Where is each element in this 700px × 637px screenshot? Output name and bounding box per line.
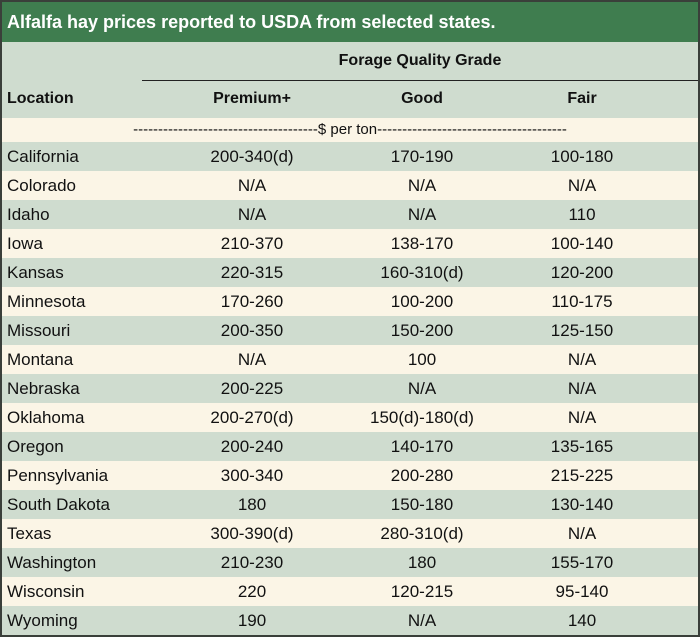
premium-price-cell: 200-225 [220,379,284,398]
table-row: Washington 210-230 180 155-170 [2,548,698,577]
fair-price-cell: N/A [567,379,597,398]
good-price-cell: N/A [407,379,437,398]
premium-price-cell: 200-240 [220,437,284,456]
fair-price-cell: 215-225 [550,466,614,485]
fair-price-cell: 100-180 [550,147,614,166]
table-row: South Dakota 180 150-180 130-140 [2,490,698,519]
premium-price-cell: 210-230 [220,553,284,572]
fair-price-cell: 100-140 [550,234,614,253]
table-row: Oklahoma 200-270(d) 150(d)-180(d) N/A [2,403,698,432]
premium-price-cell: 190 [237,611,267,630]
good-price-cell: 140-170 [390,437,454,456]
table-row: Wisconsin 220 120-215 95-140 [2,577,698,606]
fair-price-cell: 140 [567,611,597,630]
fair-price-cell: 110-175 [551,292,613,311]
location-cell: Kansas [7,263,64,282]
good-price-cell: 180 [407,553,437,572]
good-price-cell: 200-280 [390,466,454,485]
table-row: Colorado N/A N/A N/A [2,171,698,200]
table-row: Oregon 200-240 140-170 135-165 [2,432,698,461]
location-cell: Idaho [7,205,50,224]
premium-price-cell: 210-370 [220,234,284,253]
table-row: Missouri 200-350 150-200 125-150 [2,316,698,345]
fair-price-cell: 155-170 [550,553,614,572]
premium-price-cell: 300-340 [220,466,284,485]
location-cell: Minnesota [7,292,86,311]
table-row: Texas 300-390(d) 280-310(d) N/A [2,519,698,548]
table-row: Pennsylvania 300-340 200-280 215-225 [2,461,698,490]
location-cell: Pennsylvania [7,466,109,485]
premium-price-cell: 220-315 [220,263,284,282]
good-price-cell: 100-200 [390,292,454,311]
good-price-cell: N/A [407,176,437,195]
fair-price-cell: N/A [567,350,597,369]
good-price-cell: 280-310(d) [380,524,464,543]
location-cell: Missouri [7,321,71,340]
table-row: Wyoming 190 N/A 140 [2,606,698,635]
fair-price-cell: N/A [567,408,597,427]
location-cell: Oklahoma [7,408,85,427]
header-divider [142,80,698,81]
location-cell: California [7,147,79,166]
location-cell: Washington [7,553,97,572]
premium-column-header: Premium+ [213,90,291,107]
premium-price-cell: 220 [237,582,267,601]
table-row: Nebraska 200-225 N/A N/A [2,374,698,403]
premium-price-cell: 300-390(d) [210,524,294,543]
good-price-cell: 120-215 [390,582,454,601]
location-cell: Montana [7,350,74,369]
location-cell: Wyoming [7,611,78,630]
location-cell: Colorado [7,176,76,195]
fair-price-cell: 95-140 [555,582,609,601]
table-row: Idaho N/A N/A 110 [2,200,698,229]
location-cell: Texas [7,524,52,543]
fair-price-cell: N/A [567,176,597,195]
fair-price-cell: 125-150 [550,321,614,340]
premium-price-cell: 180 [237,495,267,514]
table-row: Iowa 210-370 138-170 100-140 [2,229,698,258]
good-price-cell: N/A [407,611,437,630]
table-row: Kansas 220-315 160-310(d) 120-200 [2,258,698,287]
premium-price-cell: 200-350 [220,321,284,340]
good-price-cell: 100 [407,350,437,369]
fair-price-cell: 120-200 [550,263,614,282]
good-price-cell: N/A [407,205,437,224]
good-price-cell: 150-180 [390,495,454,514]
fair-column-header: Fair [567,90,597,107]
good-price-cell: 150(d)-180(d) [370,408,474,427]
location-cell: Oregon [7,437,64,456]
fair-price-cell: N/A [567,524,597,543]
location-cell: Nebraska [7,379,80,398]
good-price-cell: 160-310(d) [380,263,464,282]
good-price-cell: 150-200 [390,321,454,340]
fair-price-cell: 130-140 [550,495,614,514]
unit-row: -------------------------------------$ p… [2,118,698,142]
location-cell: Wisconsin [7,582,85,601]
premium-price-cell: N/A [237,205,267,224]
forage-quality-grade-heading: Forage Quality Grade [338,52,502,69]
location-column-header: Location [7,90,74,107]
table-body: California 200-340(d) 170-190 100-180 Colora… [2,142,698,635]
fair-price-cell: 135-165 [550,437,614,456]
premium-price-cell: N/A [237,350,267,369]
premium-price-cell: N/A [237,176,267,195]
table-title: Alfalfa hay prices reported to USDA from… [2,2,698,42]
table-header: Forage Quality Grade Location Premium+ G… [2,42,698,118]
premium-price-cell: 200-270(d) [210,408,294,427]
premium-price-cell: 170-260 [220,292,284,311]
good-price-cell: 138-170 [390,234,454,253]
table-row: Minnesota 170-260 100-200 110-175 [2,287,698,316]
premium-price-cell: 200-340(d) [210,147,294,166]
good-column-header: Good [401,90,443,107]
location-cell: Iowa [7,234,43,253]
good-price-cell: 170-190 [390,147,454,166]
location-cell: South Dakota [7,495,111,514]
table-row: Montana N/A 100 N/A [2,345,698,374]
fair-price-cell: 110 [568,205,596,224]
table-row: California 200-340(d) 170-190 100-180 [2,142,698,171]
